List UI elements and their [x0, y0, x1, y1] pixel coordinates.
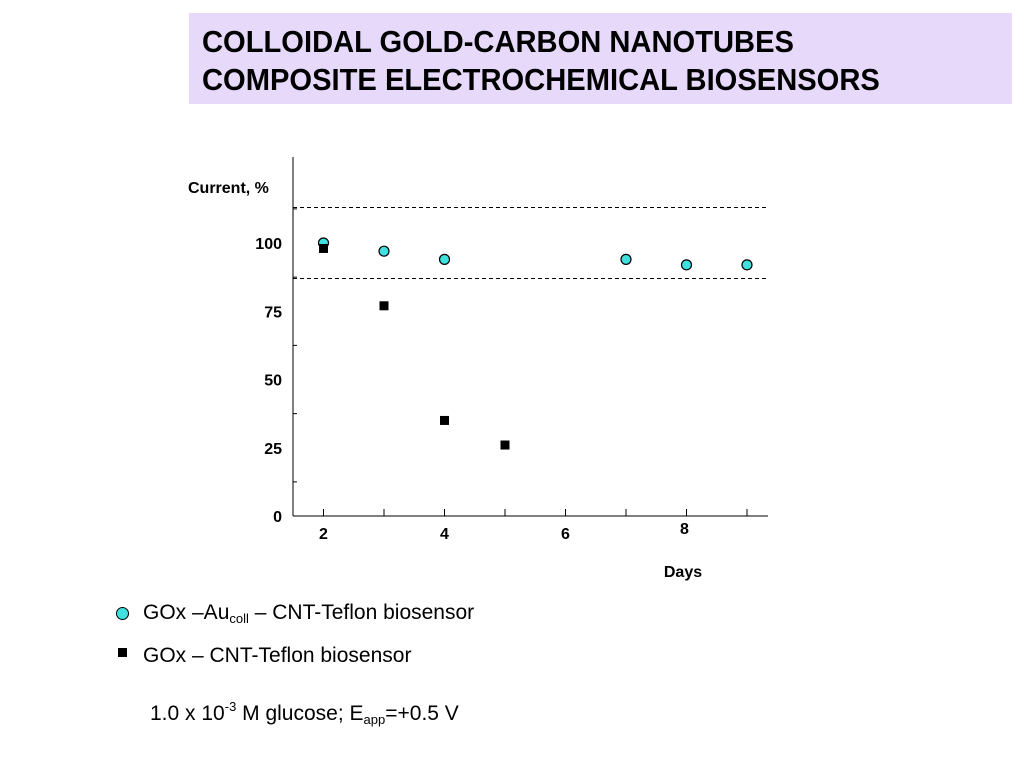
x-tick-label: 4 [440, 526, 449, 543]
title-line-2: COMPOSITE ELECTROCHEMICAL BIOSENSORS [202, 62, 880, 97]
experimental-conditions: 1.0 x 10-3 M glucose; Eapp=+0.5 V [150, 699, 459, 727]
data-point-circle [620, 253, 632, 265]
legend-1-prefix: GOx –Au [143, 601, 230, 624]
data-point-circle [438, 253, 451, 265]
note-part-2: M glucose; E [236, 702, 364, 725]
circle-marker-icon [116, 607, 129, 620]
legend-label-2: GOx – CNT-Teflon biosensor [143, 644, 412, 667]
note-part-1: 1.0 x 10 [150, 702, 225, 725]
data-point-square [319, 243, 328, 253]
chart-axes: 0 25 50 75 100 2 4 6 8 [255, 157, 768, 543]
title-line-1: COLLOIDAL GOLD-CARBON NANOTUBES [202, 24, 794, 59]
data-point-circle [680, 259, 693, 271]
data-point-square [440, 415, 449, 425]
y-tick-label: 0 [273, 509, 282, 526]
x-tick-label: 6 [561, 526, 570, 543]
x-tick-label: 8 [680, 521, 689, 538]
legend-1-suffix: – CNT-Teflon biosensor [248, 601, 475, 624]
legend-1-subscript: coll [229, 611, 249, 626]
note-subscript: app [363, 712, 386, 727]
y-axis-label: Current, % [188, 180, 269, 197]
y-tick-label: 75 [264, 304, 282, 321]
data-point-circle [741, 259, 753, 271]
x-axis-label: Days [664, 564, 702, 581]
reference-lines [293, 207, 768, 279]
y-tick-label: 25 [264, 441, 282, 458]
y-tick-label: 50 [264, 373, 282, 390]
legend-label-1: GOx –Aucoll – CNT-Teflon biosensor [143, 601, 474, 626]
title-banner: COLLOIDAL GOLD-CARBON NANOTUBES COMPOSIT… [189, 13, 1012, 104]
square-marker-icon [118, 648, 127, 657]
x-tick-label: 2 [319, 526, 328, 543]
note-part-3: =+0.5 V [385, 702, 459, 725]
data-points [317, 237, 753, 450]
data-point-circle [378, 245, 390, 257]
data-point-square [500, 440, 510, 450]
note-superscript: -3 [224, 699, 237, 714]
y-tick-label: 100 [255, 236, 282, 253]
data-point-square [379, 301, 389, 311]
